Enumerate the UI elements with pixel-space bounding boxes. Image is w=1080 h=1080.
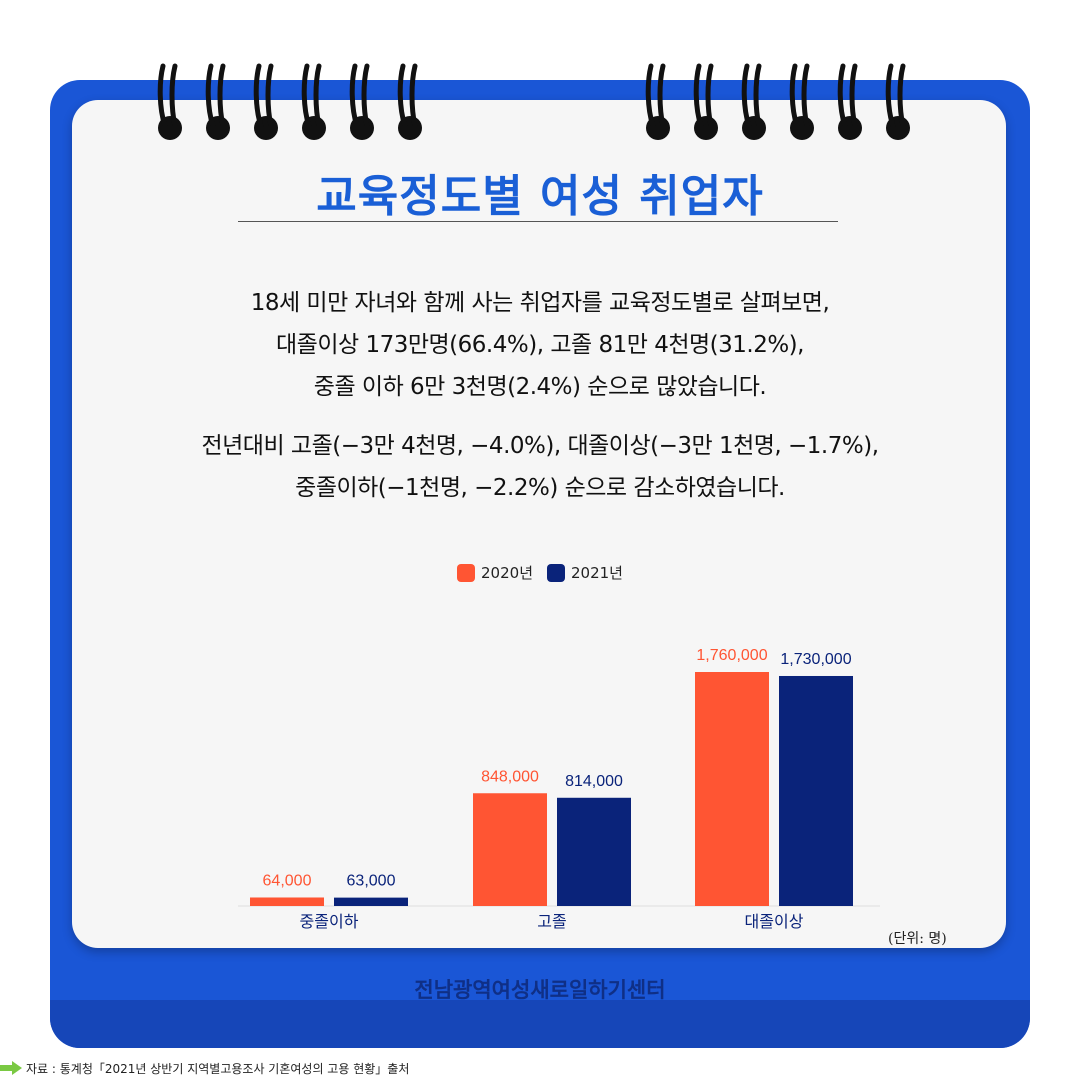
description-line: 대졸이상 173만명(66.4%), 고졸 81만 4천명(31.2%),	[276, 332, 804, 358]
data-label: 848,000	[481, 768, 539, 785]
data-label: 63,000	[347, 873, 396, 890]
binding-ring	[885, 63, 910, 140]
description-line: 중졸 이하 6만 3천명(2.4%) 순으로 많았습니다.	[313, 374, 767, 400]
bar-2020-1	[473, 793, 547, 906]
binding-ring	[301, 63, 326, 140]
binding-ring	[349, 63, 374, 140]
category-label: 대졸이상	[745, 912, 804, 931]
description-line: 전년대비 고졸(−3만 4천명, −4.0%), 대졸이상(−3만 1천명, −…	[201, 433, 879, 459]
title-divider	[238, 221, 838, 222]
calendar-backboard-shade	[50, 1000, 1030, 1048]
binding-ring	[253, 63, 278, 140]
bar-2020-2	[695, 672, 769, 906]
data-label: 814,000	[565, 773, 623, 790]
bar-2020-0	[250, 897, 324, 906]
bar-2021-0	[334, 897, 408, 906]
bar-2021-1	[557, 797, 631, 906]
data-label: 1,760,000	[696, 647, 767, 664]
source-text: 자료 : 통계청「2021년 상반기 지역별고용조사 기혼여성의 고용 현황」출…	[26, 1061, 410, 1076]
binding-ring	[741, 63, 766, 140]
legend-swatch-2020	[457, 563, 476, 582]
category-label: 중졸이하	[300, 912, 359, 931]
legend-item-2021: 2021년	[547, 562, 623, 583]
binding-ring	[157, 63, 182, 140]
description-paragraph-2: 전년대비 고졸(−3만 4천명, −4.0%), 대졸이상(−3만 1천명, −…	[100, 425, 980, 509]
binding-ring	[205, 63, 230, 140]
data-label: 1,730,000	[780, 651, 851, 668]
data-label: 64,000	[263, 872, 312, 889]
page-title: 교육정도별 여성 취업자	[316, 171, 764, 222]
binding-ring	[789, 63, 814, 140]
description-paragraph-1: 18세 미만 자녀와 함께 사는 취업자를 교육정도별로 살펴보면, 대졸이상 …	[100, 282, 980, 408]
legend-label-2020: 2020년	[481, 564, 533, 582]
legend-item-2020: 2020년	[457, 562, 533, 583]
unit-label: (단위: 명)	[888, 931, 947, 947]
description-line: 18세 미만 자녀와 함께 사는 취업자를 교육정도별로 살펴보면,	[250, 290, 830, 316]
category-label: 고졸	[537, 912, 566, 931]
arrow-right-icon	[0, 1061, 22, 1075]
bar-2021-2	[779, 675, 853, 906]
binding-ring	[837, 63, 862, 140]
binding-ring	[693, 63, 718, 140]
description-line: 중졸이하(−1천명, −2.2%) 순으로 감소하였습니다.	[295, 475, 785, 501]
binding-ring	[645, 63, 670, 140]
binding-ring	[397, 63, 422, 140]
source-note: 자료 : 통계청「2021년 상반기 지역별고용조사 기혼여성의 고용 현황」출…	[0, 1058, 409, 1078]
chart-legend: 2020년 2021년	[0, 562, 1080, 583]
footer-organization: 전남광역여성새로일하기센터	[414, 978, 666, 1002]
legend-swatch-2021	[547, 563, 565, 582]
legend-label-2021: 2021년	[571, 564, 623, 582]
